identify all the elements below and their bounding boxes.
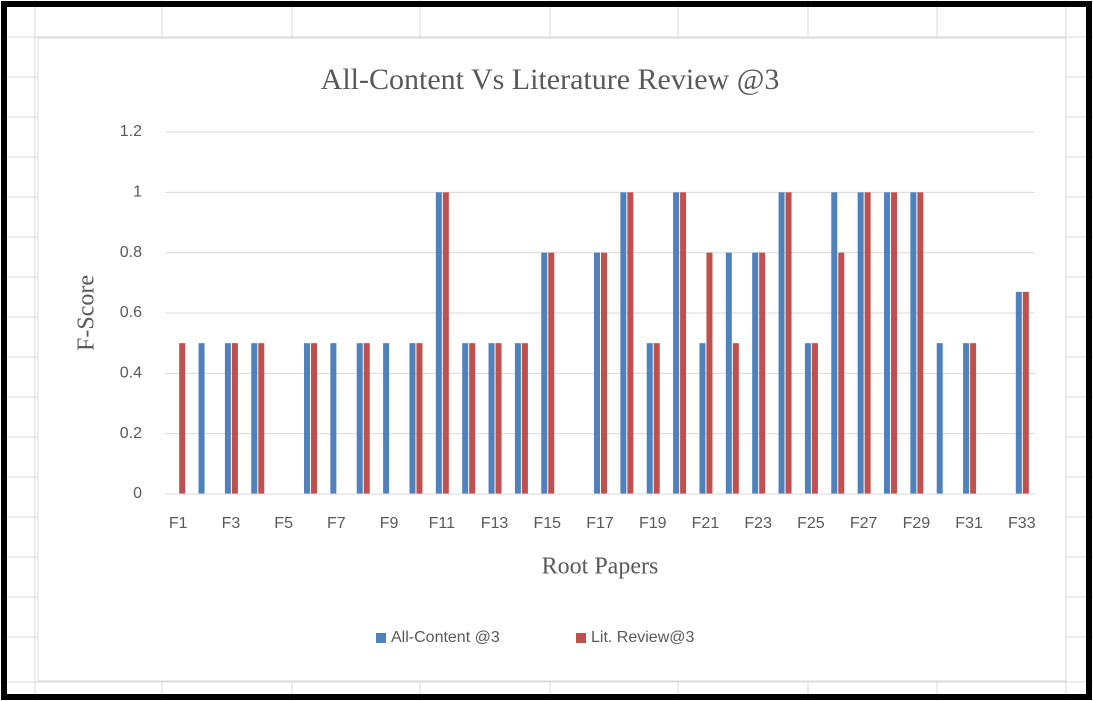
x-tick-label: F19 <box>639 515 667 532</box>
x-tick-label: F29 <box>903 515 931 532</box>
bar <box>1022 291 1029 494</box>
x-tick-label: F27 <box>850 515 878 532</box>
bar <box>601 252 607 494</box>
bar <box>963 343 970 494</box>
bar <box>646 343 653 494</box>
bar <box>831 192 838 495</box>
bar <box>910 192 917 495</box>
bar <box>811 343 818 494</box>
x-tick-label: F21 <box>692 515 720 532</box>
x-axis-label: Root Papers <box>542 554 659 580</box>
bar <box>778 192 785 495</box>
bar <box>548 252 555 494</box>
y-axis-label: F-Score <box>74 275 100 351</box>
bar <box>706 252 713 494</box>
bar <box>804 343 811 494</box>
y-tick-label: 0.8 <box>120 244 142 261</box>
bar <box>488 343 495 494</box>
y-tick-label: 1.2 <box>120 123 142 140</box>
y-tick-label: 1 <box>133 184 142 201</box>
bar <box>258 343 265 494</box>
bar <box>627 192 634 495</box>
bar <box>673 192 680 495</box>
bar <box>884 192 890 495</box>
bar <box>231 343 238 494</box>
bar <box>469 343 476 494</box>
x-tick-label: F9 <box>380 515 399 532</box>
x-tick-label: F33 <box>1008 515 1036 532</box>
x-tick-label: F31 <box>955 515 983 532</box>
bar <box>917 192 924 495</box>
bar <box>725 252 732 494</box>
bar <box>594 252 600 494</box>
x-tick-label: F11 <box>429 515 455 532</box>
bar <box>732 343 739 494</box>
y-tick-label: 0 <box>133 485 142 502</box>
bar <box>680 192 687 495</box>
x-tick-label: F25 <box>797 515 825 532</box>
bar <box>304 343 310 494</box>
y-tick-label: 0.4 <box>120 365 142 382</box>
bar <box>699 343 706 494</box>
bar <box>198 343 205 494</box>
bar <box>970 343 977 494</box>
x-tick-label: F3 <box>222 515 241 532</box>
chart-title: All-Content Vs Literature Review @3 <box>321 63 780 96</box>
bar <box>462 343 469 494</box>
bar <box>363 343 370 494</box>
legend-label: All-Content @3 <box>391 629 500 646</box>
bar <box>752 252 759 494</box>
plot: 0 0.2 0.4 0.6 0.8 1 1.2 F1 F3 F5 F7 F9 F11 F13 F15 F17 F… <box>120 123 1036 646</box>
bar <box>330 343 337 494</box>
bar <box>251 343 258 494</box>
bar <box>759 252 766 494</box>
x-tick-label: F5 <box>274 515 293 532</box>
bar <box>514 343 521 494</box>
legend-swatch <box>576 633 586 643</box>
bar <box>620 192 627 495</box>
x-tick-label: F7 <box>327 515 346 532</box>
bar <box>857 192 864 495</box>
legend-swatch <box>376 633 386 643</box>
bar <box>442 192 449 495</box>
bar <box>1015 291 1022 494</box>
bar <box>541 252 548 494</box>
bar <box>179 343 186 494</box>
bar <box>311 343 317 494</box>
x-tick-label: F13 <box>481 515 509 532</box>
bar <box>653 343 660 494</box>
bar <box>495 343 502 494</box>
bar <box>409 343 416 494</box>
bar <box>224 343 231 494</box>
x-tick-label: F17 <box>586 515 614 532</box>
bar <box>416 343 423 494</box>
x-tick-label: F15 <box>533 515 561 532</box>
bar <box>864 192 871 495</box>
bar <box>356 343 363 494</box>
bar <box>838 252 845 494</box>
bar <box>785 192 792 495</box>
x-tick-label: F1 <box>169 515 188 532</box>
y-tick-label: 0.6 <box>120 304 142 321</box>
bar <box>891 192 897 495</box>
bar <box>383 343 390 494</box>
y-tick-label: 0.2 <box>120 425 142 442</box>
bar <box>521 343 528 494</box>
bar <box>936 343 943 494</box>
bar <box>435 192 442 495</box>
legend-label: Lit. Review@3 <box>591 629 694 646</box>
x-tick-label: F23 <box>744 515 772 532</box>
